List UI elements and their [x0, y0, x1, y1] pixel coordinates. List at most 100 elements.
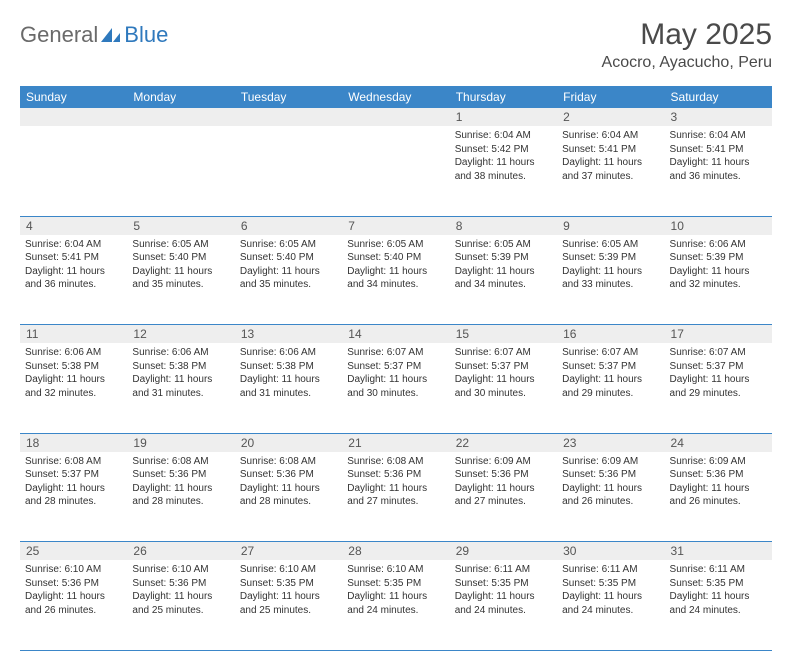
weekday-thursday: Thursday	[450, 86, 557, 108]
daylight-line: Daylight: 11 hours and 31 minutes.	[132, 373, 229, 400]
sunset-line: Sunset: 5:37 PM	[25, 468, 122, 482]
sunset-line: Sunset: 5:40 PM	[240, 251, 337, 265]
day-content-cell: Sunrise: 6:07 AMSunset: 5:37 PMDaylight:…	[557, 343, 664, 433]
day-content-cell: Sunrise: 6:11 AMSunset: 5:35 PMDaylight:…	[665, 560, 772, 650]
sunrise-line: Sunrise: 6:11 AM	[670, 563, 767, 577]
header: General Blue May 2025 Acocro, Ayacucho, …	[20, 18, 772, 72]
day-number-cell: 31	[665, 542, 772, 561]
day-number-cell: 20	[235, 433, 342, 452]
day-content-cell: Sunrise: 6:06 AMSunset: 5:39 PMDaylight:…	[665, 235, 772, 325]
sunrise-line: Sunrise: 6:09 AM	[670, 455, 767, 469]
logo: General Blue	[20, 22, 168, 48]
day-content-cell: Sunrise: 6:07 AMSunset: 5:37 PMDaylight:…	[342, 343, 449, 433]
day-content-cell: Sunrise: 6:05 AMSunset: 5:40 PMDaylight:…	[342, 235, 449, 325]
daylight-line: Daylight: 11 hours and 27 minutes.	[455, 482, 552, 509]
day-content-cell: Sunrise: 6:09 AMSunset: 5:36 PMDaylight:…	[557, 452, 664, 542]
daylight-line: Daylight: 11 hours and 28 minutes.	[25, 482, 122, 509]
sunset-line: Sunset: 5:40 PM	[347, 251, 444, 265]
sunrise-line: Sunrise: 6:11 AM	[455, 563, 552, 577]
sunset-line: Sunset: 5:39 PM	[455, 251, 552, 265]
sunrise-line: Sunrise: 6:06 AM	[25, 346, 122, 360]
sunrise-line: Sunrise: 6:08 AM	[132, 455, 229, 469]
weekday-saturday: Saturday	[665, 86, 772, 108]
sunset-line: Sunset: 5:40 PM	[132, 251, 229, 265]
day-content-cell: Sunrise: 6:04 AMSunset: 5:41 PMDaylight:…	[20, 235, 127, 325]
daylight-line: Daylight: 11 hours and 28 minutes.	[240, 482, 337, 509]
sunset-line: Sunset: 5:35 PM	[240, 577, 337, 591]
daylight-line: Daylight: 11 hours and 24 minutes.	[455, 590, 552, 617]
day-number-cell: 23	[557, 433, 664, 452]
day-content-cell: Sunrise: 6:04 AMSunset: 5:41 PMDaylight:…	[557, 126, 664, 216]
day-cell: Sunrise: 6:09 AMSunset: 5:36 PMDaylight:…	[450, 452, 557, 513]
sunset-line: Sunset: 5:36 PM	[25, 577, 122, 591]
day-number-row: 123	[20, 108, 772, 126]
sunrise-line: Sunrise: 6:10 AM	[347, 563, 444, 577]
day-number-cell: 2	[557, 108, 664, 126]
sunrise-line: Sunrise: 6:05 AM	[455, 238, 552, 252]
day-cell: Sunrise: 6:05 AMSunset: 5:40 PMDaylight:…	[235, 235, 342, 296]
day-cell: Sunrise: 6:07 AMSunset: 5:37 PMDaylight:…	[342, 343, 449, 404]
sunrise-line: Sunrise: 6:10 AM	[132, 563, 229, 577]
daylight-line: Daylight: 11 hours and 37 minutes.	[562, 156, 659, 183]
day-content-cell: Sunrise: 6:04 AMSunset: 5:41 PMDaylight:…	[665, 126, 772, 216]
sunrise-line: Sunrise: 6:07 AM	[670, 346, 767, 360]
day-content-cell: Sunrise: 6:10 AMSunset: 5:36 PMDaylight:…	[20, 560, 127, 650]
day-number-cell	[342, 108, 449, 126]
sunset-line: Sunset: 5:41 PM	[670, 143, 767, 157]
weekday-sunday: Sunday	[20, 86, 127, 108]
daylight-line: Daylight: 11 hours and 32 minutes.	[670, 265, 767, 292]
day-content-cell: Sunrise: 6:05 AMSunset: 5:40 PMDaylight:…	[235, 235, 342, 325]
day-content-cell: Sunrise: 6:04 AMSunset: 5:42 PMDaylight:…	[450, 126, 557, 216]
day-content-cell	[127, 126, 234, 216]
day-content-cell	[20, 126, 127, 216]
day-cell: Sunrise: 6:04 AMSunset: 5:41 PMDaylight:…	[665, 126, 772, 187]
day-content-cell: Sunrise: 6:10 AMSunset: 5:35 PMDaylight:…	[342, 560, 449, 650]
daylight-line: Daylight: 11 hours and 24 minutes.	[347, 590, 444, 617]
sunrise-line: Sunrise: 6:04 AM	[25, 238, 122, 252]
day-content-cell: Sunrise: 6:06 AMSunset: 5:38 PMDaylight:…	[127, 343, 234, 433]
day-number-cell: 14	[342, 325, 449, 344]
sunrise-line: Sunrise: 6:09 AM	[455, 455, 552, 469]
day-number-cell: 13	[235, 325, 342, 344]
day-number-cell: 3	[665, 108, 772, 126]
day-number-cell: 7	[342, 216, 449, 235]
sunset-line: Sunset: 5:35 PM	[347, 577, 444, 591]
sunset-line: Sunset: 5:41 PM	[562, 143, 659, 157]
day-cell: Sunrise: 6:08 AMSunset: 5:36 PMDaylight:…	[342, 452, 449, 513]
day-content-cell: Sunrise: 6:05 AMSunset: 5:39 PMDaylight:…	[557, 235, 664, 325]
day-cell: Sunrise: 6:07 AMSunset: 5:37 PMDaylight:…	[665, 343, 772, 404]
day-cell: Sunrise: 6:06 AMSunset: 5:38 PMDaylight:…	[20, 343, 127, 404]
day-cell: Sunrise: 6:09 AMSunset: 5:36 PMDaylight:…	[557, 452, 664, 513]
day-number-row: 25262728293031	[20, 542, 772, 561]
day-number-cell: 19	[127, 433, 234, 452]
weekday-friday: Friday	[557, 86, 664, 108]
day-cell: Sunrise: 6:04 AMSunset: 5:41 PMDaylight:…	[20, 235, 127, 296]
day-number-cell: 25	[20, 542, 127, 561]
day-content-cell: Sunrise: 6:07 AMSunset: 5:37 PMDaylight:…	[450, 343, 557, 433]
day-cell: Sunrise: 6:05 AMSunset: 5:39 PMDaylight:…	[450, 235, 557, 296]
sunset-line: Sunset: 5:38 PM	[240, 360, 337, 374]
sunrise-line: Sunrise: 6:07 AM	[562, 346, 659, 360]
daylight-line: Daylight: 11 hours and 29 minutes.	[670, 373, 767, 400]
sunrise-line: Sunrise: 6:04 AM	[670, 129, 767, 143]
daylight-line: Daylight: 11 hours and 26 minutes.	[25, 590, 122, 617]
logo-text-blue: Blue	[124, 22, 168, 48]
calendar-page: General Blue May 2025 Acocro, Ayacucho, …	[0, 0, 792, 661]
day-content-cell: Sunrise: 6:10 AMSunset: 5:35 PMDaylight:…	[235, 560, 342, 650]
day-content-row: Sunrise: 6:04 AMSunset: 5:42 PMDaylight:…	[20, 126, 772, 216]
day-number-cell: 9	[557, 216, 664, 235]
sunrise-line: Sunrise: 6:07 AM	[347, 346, 444, 360]
sunset-line: Sunset: 5:38 PM	[132, 360, 229, 374]
day-number-cell: 12	[127, 325, 234, 344]
sunset-line: Sunset: 5:37 PM	[562, 360, 659, 374]
day-content-cell	[235, 126, 342, 216]
daylight-line: Daylight: 11 hours and 35 minutes.	[240, 265, 337, 292]
weekday-header-row: Sunday Monday Tuesday Wednesday Thursday…	[20, 86, 772, 108]
weekday-tuesday: Tuesday	[235, 86, 342, 108]
day-content-cell: Sunrise: 6:05 AMSunset: 5:39 PMDaylight:…	[450, 235, 557, 325]
sunset-line: Sunset: 5:35 PM	[670, 577, 767, 591]
day-number-cell: 18	[20, 433, 127, 452]
daylight-line: Daylight: 11 hours and 30 minutes.	[455, 373, 552, 400]
daylight-line: Daylight: 11 hours and 30 minutes.	[347, 373, 444, 400]
sunset-line: Sunset: 5:35 PM	[562, 577, 659, 591]
